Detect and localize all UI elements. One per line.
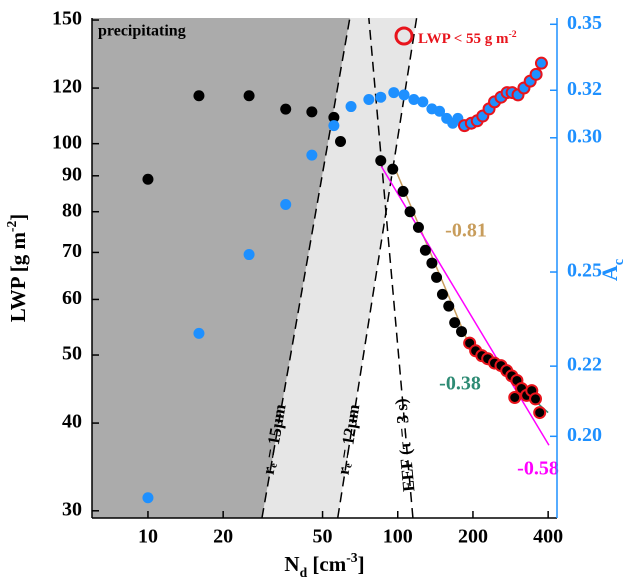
label-part: ]: [358, 552, 365, 576]
data-point: [417, 96, 429, 108]
x-axis-label: Nd [cm-3]: [284, 550, 364, 577]
y2-tick-label: 0.32: [567, 78, 602, 100]
data-point: [431, 271, 443, 283]
y2-tick-label: 0.35: [567, 12, 602, 34]
data-point: [412, 221, 424, 233]
data-point: [193, 90, 205, 102]
data-point: [404, 206, 416, 218]
data-point: [142, 173, 154, 185]
data-point: [345, 101, 357, 113]
data-point: [426, 257, 438, 269]
fit-label: -0.81: [445, 220, 487, 242]
data-point: [388, 87, 400, 99]
data-point: [243, 90, 255, 102]
label-part: -3: [346, 550, 358, 565]
y-tick-label: 50: [62, 343, 82, 365]
y-tick-label: 30: [62, 498, 82, 520]
data-point: [534, 56, 548, 70]
data-point: [398, 89, 410, 101]
x-tick-label: 50: [313, 526, 333, 548]
y-tick-label: 60: [62, 287, 82, 309]
data-point: [328, 111, 340, 123]
data-point: [306, 106, 318, 118]
data-point: [436, 288, 448, 300]
y-tick-label: 100: [52, 131, 82, 153]
data-point: [280, 103, 292, 115]
data-point: [508, 390, 522, 404]
data-point: [408, 94, 420, 106]
x-tick-label: 100: [383, 526, 413, 548]
label-part: [cm: [307, 552, 347, 576]
label-part: A: [597, 265, 622, 281]
y2-tick-label: 0.25: [567, 260, 602, 282]
data-point: [375, 155, 387, 167]
data-point: [306, 149, 318, 161]
data-point: [533, 406, 547, 420]
y-tick-label: 40: [62, 411, 82, 433]
boundary-line: [336, 17, 418, 519]
data-point: [529, 67, 543, 81]
background-layer: rₑ = 15µm rₑ = 12µm EEF (τ = 3 s)precipita…: [92, 17, 418, 519]
data-layer: [142, 56, 550, 504]
label-part: -2: [4, 221, 19, 233]
y-tick-label: 70: [62, 240, 82, 262]
data-point: [434, 105, 446, 117]
boundary-label: EEF (τ = 3 s): [391, 398, 418, 493]
data-point: [419, 244, 431, 256]
data-point: [375, 91, 387, 103]
data-point: [529, 392, 543, 406]
label-part: c: [611, 259, 627, 265]
legend-label: LWP < 55 g m-2: [418, 29, 517, 48]
label-part: -2: [509, 29, 517, 40]
label-part: LWP < 55 g m: [418, 31, 509, 47]
data-point: [397, 185, 409, 197]
y-tick-label: 90: [62, 163, 82, 185]
x-tick-label: 200: [458, 526, 488, 548]
label-part: LWP [g m: [6, 232, 30, 323]
fit-label: -0.58: [517, 458, 559, 480]
annotation: precipitating: [98, 23, 186, 40]
data-point: [363, 94, 375, 106]
data-point: [142, 492, 154, 504]
data-point: [193, 327, 205, 339]
data-point: [328, 120, 340, 132]
y-tick-label: 150: [52, 8, 82, 30]
x-tick-label: 10: [138, 526, 158, 548]
y-axis-label: LWP [g m-2]: [4, 214, 30, 323]
data-point: [443, 300, 455, 312]
label-part: ]: [6, 214, 30, 221]
data-point: [387, 163, 399, 175]
axis-layer: -0.81 -0.38 -0.58 10 20 50 100 200 400 30 40 50 60 70…: [4, 8, 628, 577]
x-tick-label: 400: [533, 526, 563, 548]
y2-tick-label: 0.20: [567, 424, 602, 446]
legend-marker: [394, 26, 414, 46]
shaded-region: [92, 18, 350, 518]
data-point: [280, 199, 292, 211]
y2-tick-label: 0.22: [567, 354, 602, 376]
x-tick-label: 20: [213, 526, 233, 548]
label-part: N: [284, 552, 299, 576]
y-tick-label: 80: [62, 199, 82, 221]
data-point: [449, 317, 461, 329]
label-part: d: [300, 565, 308, 577]
data-point: [335, 136, 347, 148]
boundary-line: [368, 17, 414, 519]
y-tick-label: 120: [52, 76, 82, 98]
fit-label: -0.38: [439, 373, 481, 395]
boundary-line: [261, 17, 351, 519]
y2-axis-label: Ac: [597, 259, 627, 281]
data-point: [456, 326, 468, 338]
data-point: [243, 249, 255, 261]
y2-tick-label: 0.30: [567, 125, 602, 147]
